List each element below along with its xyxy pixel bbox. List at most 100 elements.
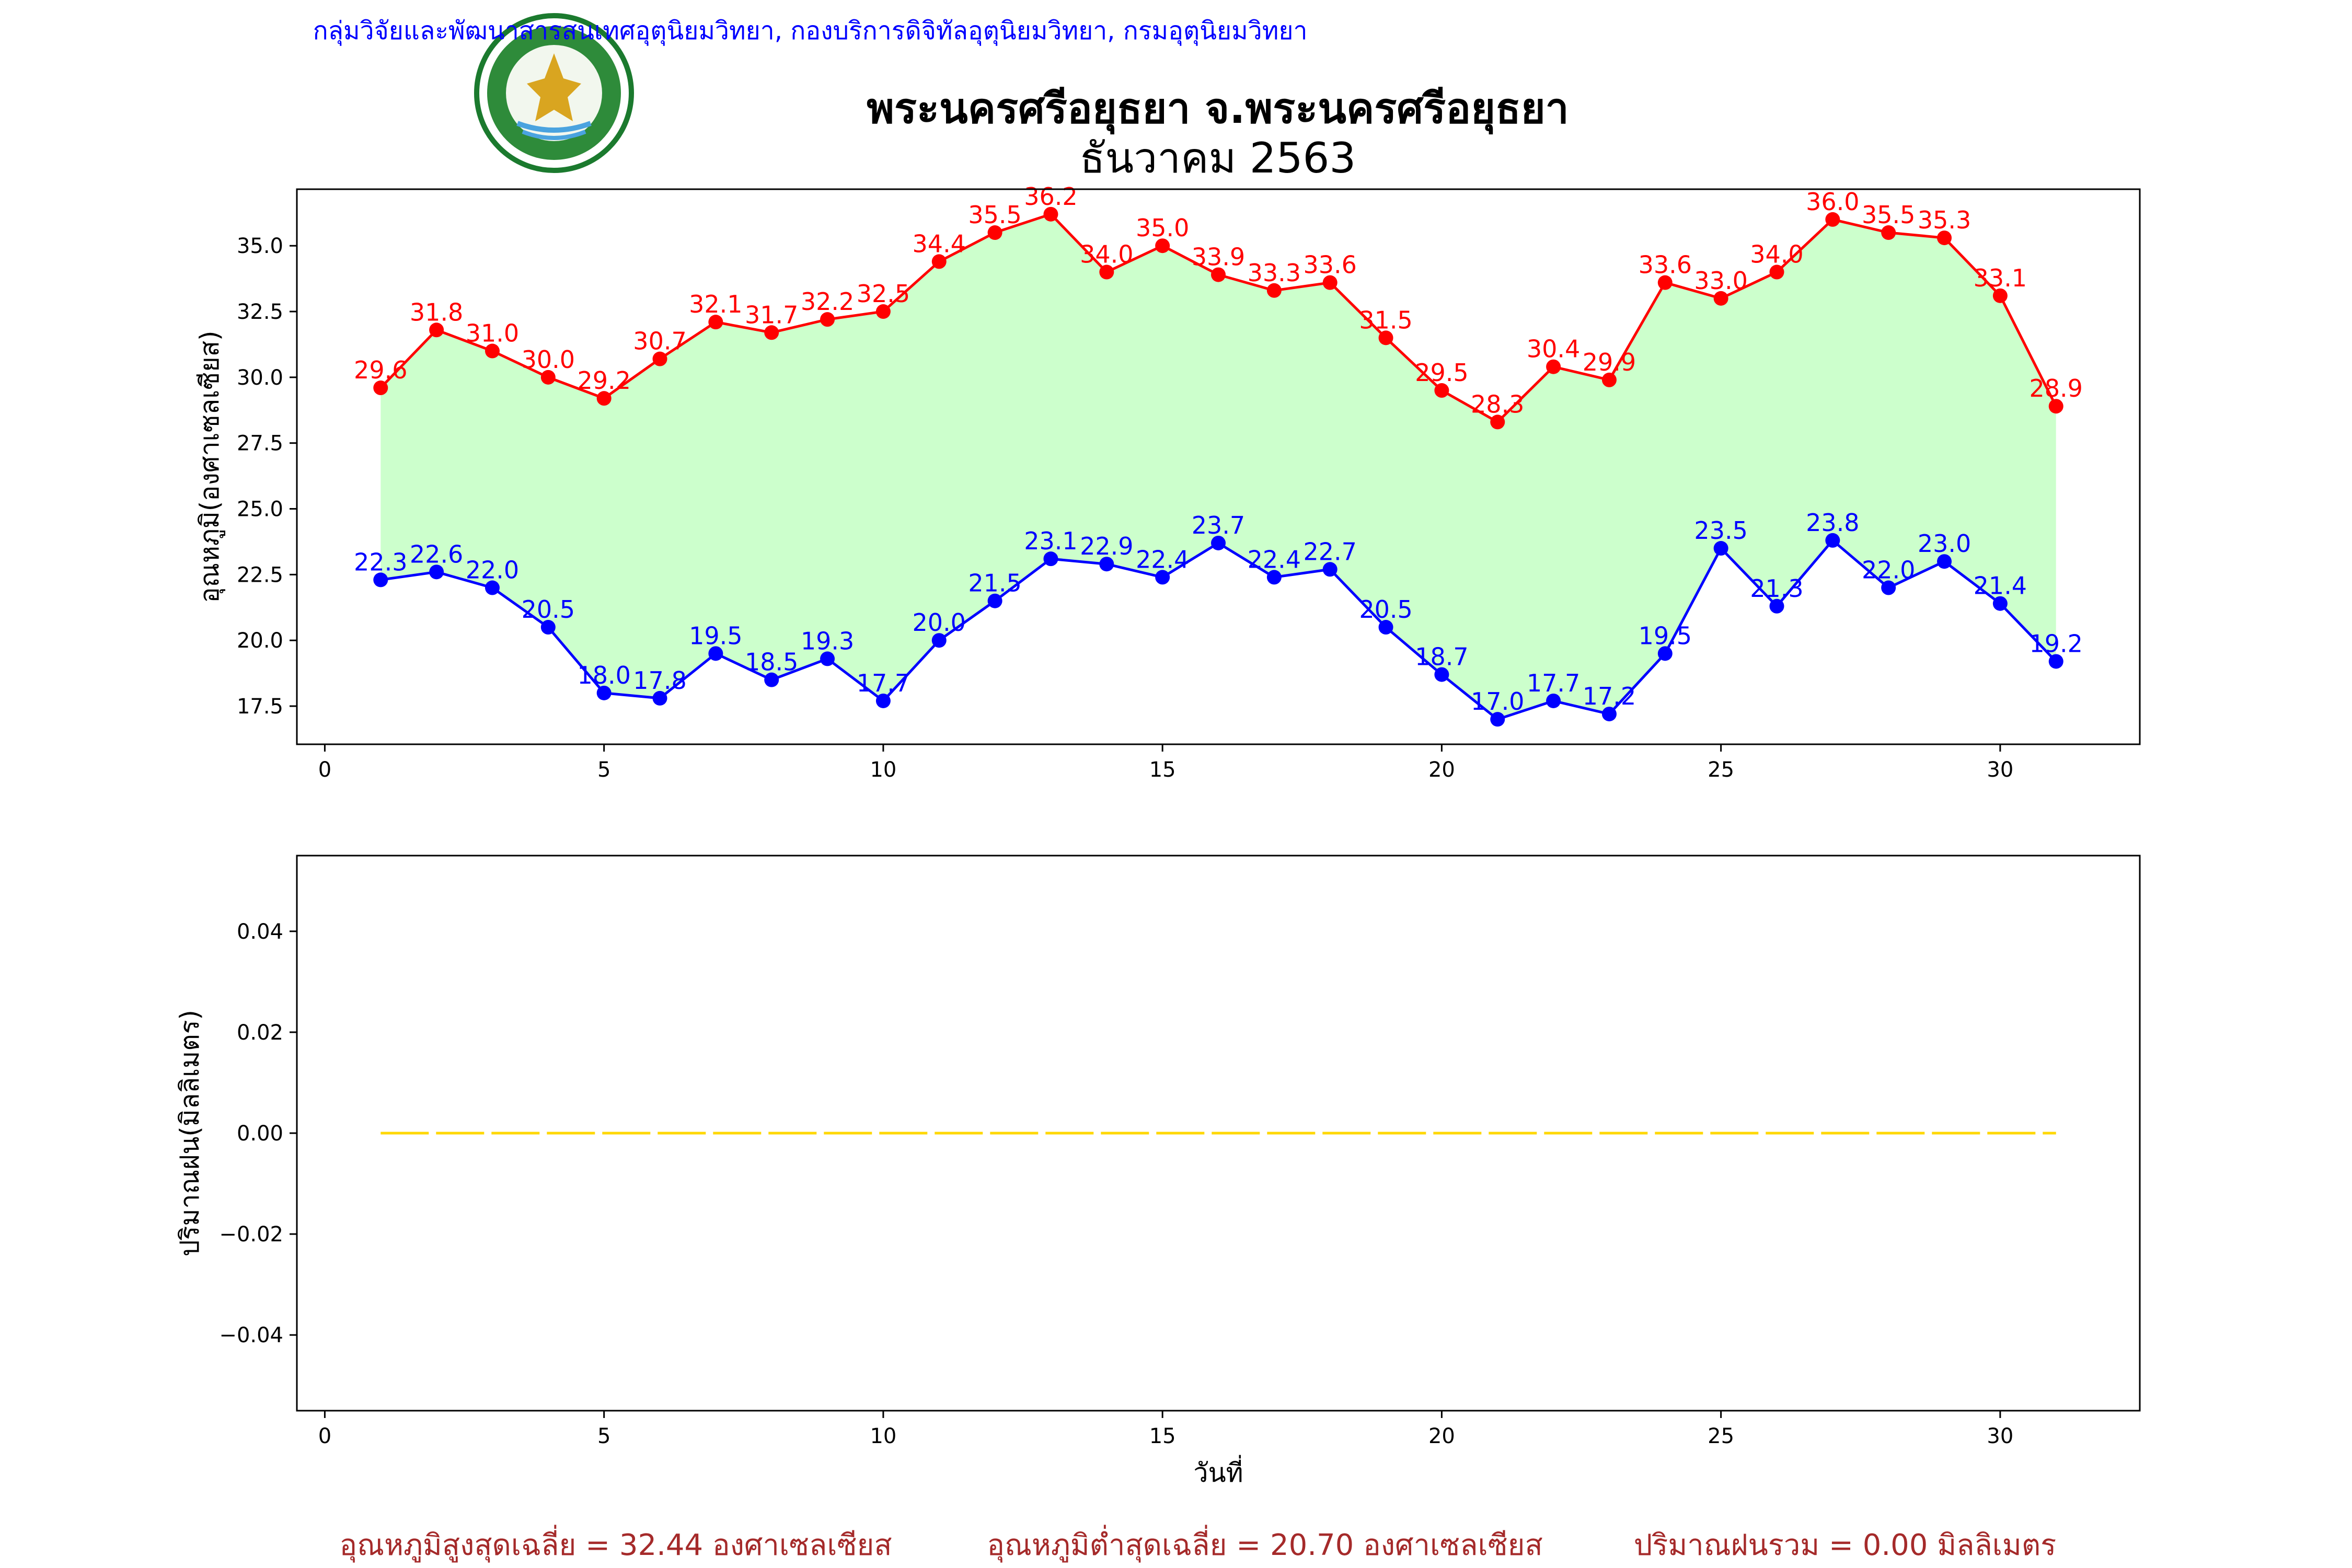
max-temperature-data-label: 35.3 <box>1918 206 1971 234</box>
min-temperature-point <box>429 564 444 580</box>
max-temperature-point <box>1769 264 1784 280</box>
min-temperature-data-label: 17.2 <box>1583 682 1636 710</box>
x-tick-label: 20 <box>1428 758 1455 782</box>
temperature-x-ticks: 0 5 10 15 20 25 30 <box>318 744 2013 782</box>
temperature-y-axis-label: อุณหภูมิ(องศาเซลเซียส) <box>194 330 225 603</box>
min-temperature-data-label: 20.0 <box>913 608 966 637</box>
max-temperature-point <box>1881 225 1896 240</box>
rainfall-x-ticks: 0 5 10 15 20 25 30 <box>318 1411 2013 1448</box>
min-temperature-point <box>1266 570 1282 585</box>
max-temperature-point <box>1434 383 1449 398</box>
max-temperature-data-label: 28.3 <box>1471 390 1524 418</box>
max-temperature-point <box>1043 206 1058 222</box>
min-temperature-data-label: 18.5 <box>745 648 798 676</box>
min-temperature-point <box>540 620 556 635</box>
min-temperature-data-label: 23.1 <box>1024 527 1077 555</box>
max-temperature-point <box>1713 291 1728 306</box>
temperature-points <box>373 206 2063 727</box>
rainfall-y-ticks: −0.04 −0.02 0.00 0.02 0.04 <box>219 920 297 1347</box>
summary-min-average: อุณหภูมิต่ำสุดเฉลี่ย = 20.70 องศาเซลเซีย… <box>987 1525 1542 1563</box>
max-temperature-data-label: 33.9 <box>1192 243 1245 271</box>
max-temperature-data-label: 36.0 <box>1806 188 1859 216</box>
x-tick-label: 20 <box>1428 1424 1455 1448</box>
min-temperature-point <box>931 633 947 648</box>
max-temperature-point <box>1322 275 1338 290</box>
min-temperature-data-label: 17.8 <box>633 666 686 695</box>
chart-title-month: ธันวาคม 2563 <box>1080 134 1356 182</box>
y-tick-label: 17.5 <box>237 695 283 719</box>
min-temperature-data-label: 22.0 <box>466 556 519 584</box>
temperature-range-fill <box>381 214 2056 720</box>
x-tick-label: 5 <box>597 758 610 782</box>
max-temperature-data-label: 29.5 <box>1415 359 1468 387</box>
min-temperature-point <box>596 685 612 700</box>
meteorological-department-logo <box>474 13 634 173</box>
summary-max-average: อุณหภูมิสูงสุดเฉลี่ย = 32.44 องศาเซลเซีย… <box>339 1525 892 1563</box>
x-tick-label: 30 <box>1987 1424 2013 1448</box>
min-temperature-data-label: 20.5 <box>522 595 575 624</box>
max-temperature-data-label: 29.9 <box>1583 348 1636 376</box>
max-temperature-data-label: 29.6 <box>354 356 407 384</box>
min-temperature-data-label: 21.5 <box>968 569 1021 597</box>
y-tick-label: 20.0 <box>237 629 283 653</box>
y-tick-label: −0.02 <box>219 1223 283 1247</box>
min-temperature-data-label: 23.0 <box>1918 529 1971 558</box>
min-temperature-point <box>1211 535 1226 550</box>
max-temperature-data-label: 33.0 <box>1694 267 1747 295</box>
max-temperature-data-label: 32.2 <box>801 287 854 316</box>
min-temperature-point <box>820 651 835 666</box>
max-temperature-point <box>1266 283 1282 298</box>
min-temperature-data-label: 17.7 <box>857 669 910 697</box>
y-tick-label: 0.04 <box>237 920 283 944</box>
max-temperature-point <box>2048 399 2063 414</box>
min-temperature-data-label: 22.3 <box>354 548 407 576</box>
y-tick-label: 0.00 <box>237 1122 283 1146</box>
min-temperature-point <box>1546 693 1561 708</box>
min-temperature-point <box>1937 554 1952 569</box>
max-temperature-point <box>429 322 444 338</box>
min-temperature-point <box>485 580 500 595</box>
max-temperature-data-label: 32.1 <box>689 290 742 318</box>
min-temperature-point <box>1490 712 1505 727</box>
min-temperature-point <box>652 690 667 706</box>
min-temperature-point <box>1769 598 1784 614</box>
max-temperature-data-label: 35.5 <box>968 201 1021 229</box>
min-temperature-point <box>1657 646 1673 661</box>
x-tick-label: 10 <box>870 1424 896 1448</box>
max-temperature-point <box>931 254 947 269</box>
min-temperature-point <box>373 572 388 587</box>
max-temperature-data-label: 29.2 <box>577 366 630 395</box>
min-temperature-data-label: 21.4 <box>1974 572 2027 600</box>
min-temperature-point <box>1099 557 1114 572</box>
min-temperature-point <box>1601 707 1617 722</box>
max-temperature-data-label: 28.9 <box>2030 374 2083 402</box>
max-temperature-point <box>652 351 667 366</box>
max-temperature-point <box>1657 275 1673 290</box>
min-temperature-point <box>1155 570 1170 585</box>
max-temperature-data-label: 31.8 <box>410 298 463 326</box>
max-temperature-data-label: 35.0 <box>1136 214 1189 242</box>
min-temperature-data-label: 17.0 <box>1471 687 1524 716</box>
x-tick-label: 10 <box>870 758 896 782</box>
min-temperature-point <box>1434 667 1449 682</box>
min-temperature-data-label: 21.3 <box>1750 574 1803 603</box>
min-temperature-data-label: 23.7 <box>1192 511 1245 539</box>
min-temperature-data-label: 22.4 <box>1136 545 1189 573</box>
min-temperature-point <box>1378 620 1393 635</box>
max-temperature-point <box>1211 267 1226 282</box>
max-temperature-data-label: 33.6 <box>1303 251 1356 279</box>
max-temperature-point <box>1490 414 1505 430</box>
max-temperature-data-label: 33.1 <box>1974 264 2027 292</box>
y-tick-label: 30.0 <box>237 366 283 390</box>
min-temperature-data-label: 19.2 <box>2030 629 2083 658</box>
y-tick-label: 0.02 <box>237 1021 283 1045</box>
min-temperature-point <box>1992 596 2008 611</box>
max-temperature-data-label: 31.5 <box>1359 306 1412 334</box>
rainfall-chart: 0 5 10 15 20 25 30 −0.04 −0.02 0.00 0.02 0.04 ปริม… <box>175 855 2141 1488</box>
min-temperature-data-label: 23.8 <box>1806 509 1859 537</box>
min-temperature-data-label: 22.0 <box>1862 556 1915 584</box>
max-temperature-data-label: 36.2 <box>1024 182 1077 211</box>
x-tick-label: 15 <box>1149 1424 1176 1448</box>
min-temperature-point <box>987 593 1002 608</box>
max-temperature-data-label: 34.0 <box>1750 240 1803 269</box>
